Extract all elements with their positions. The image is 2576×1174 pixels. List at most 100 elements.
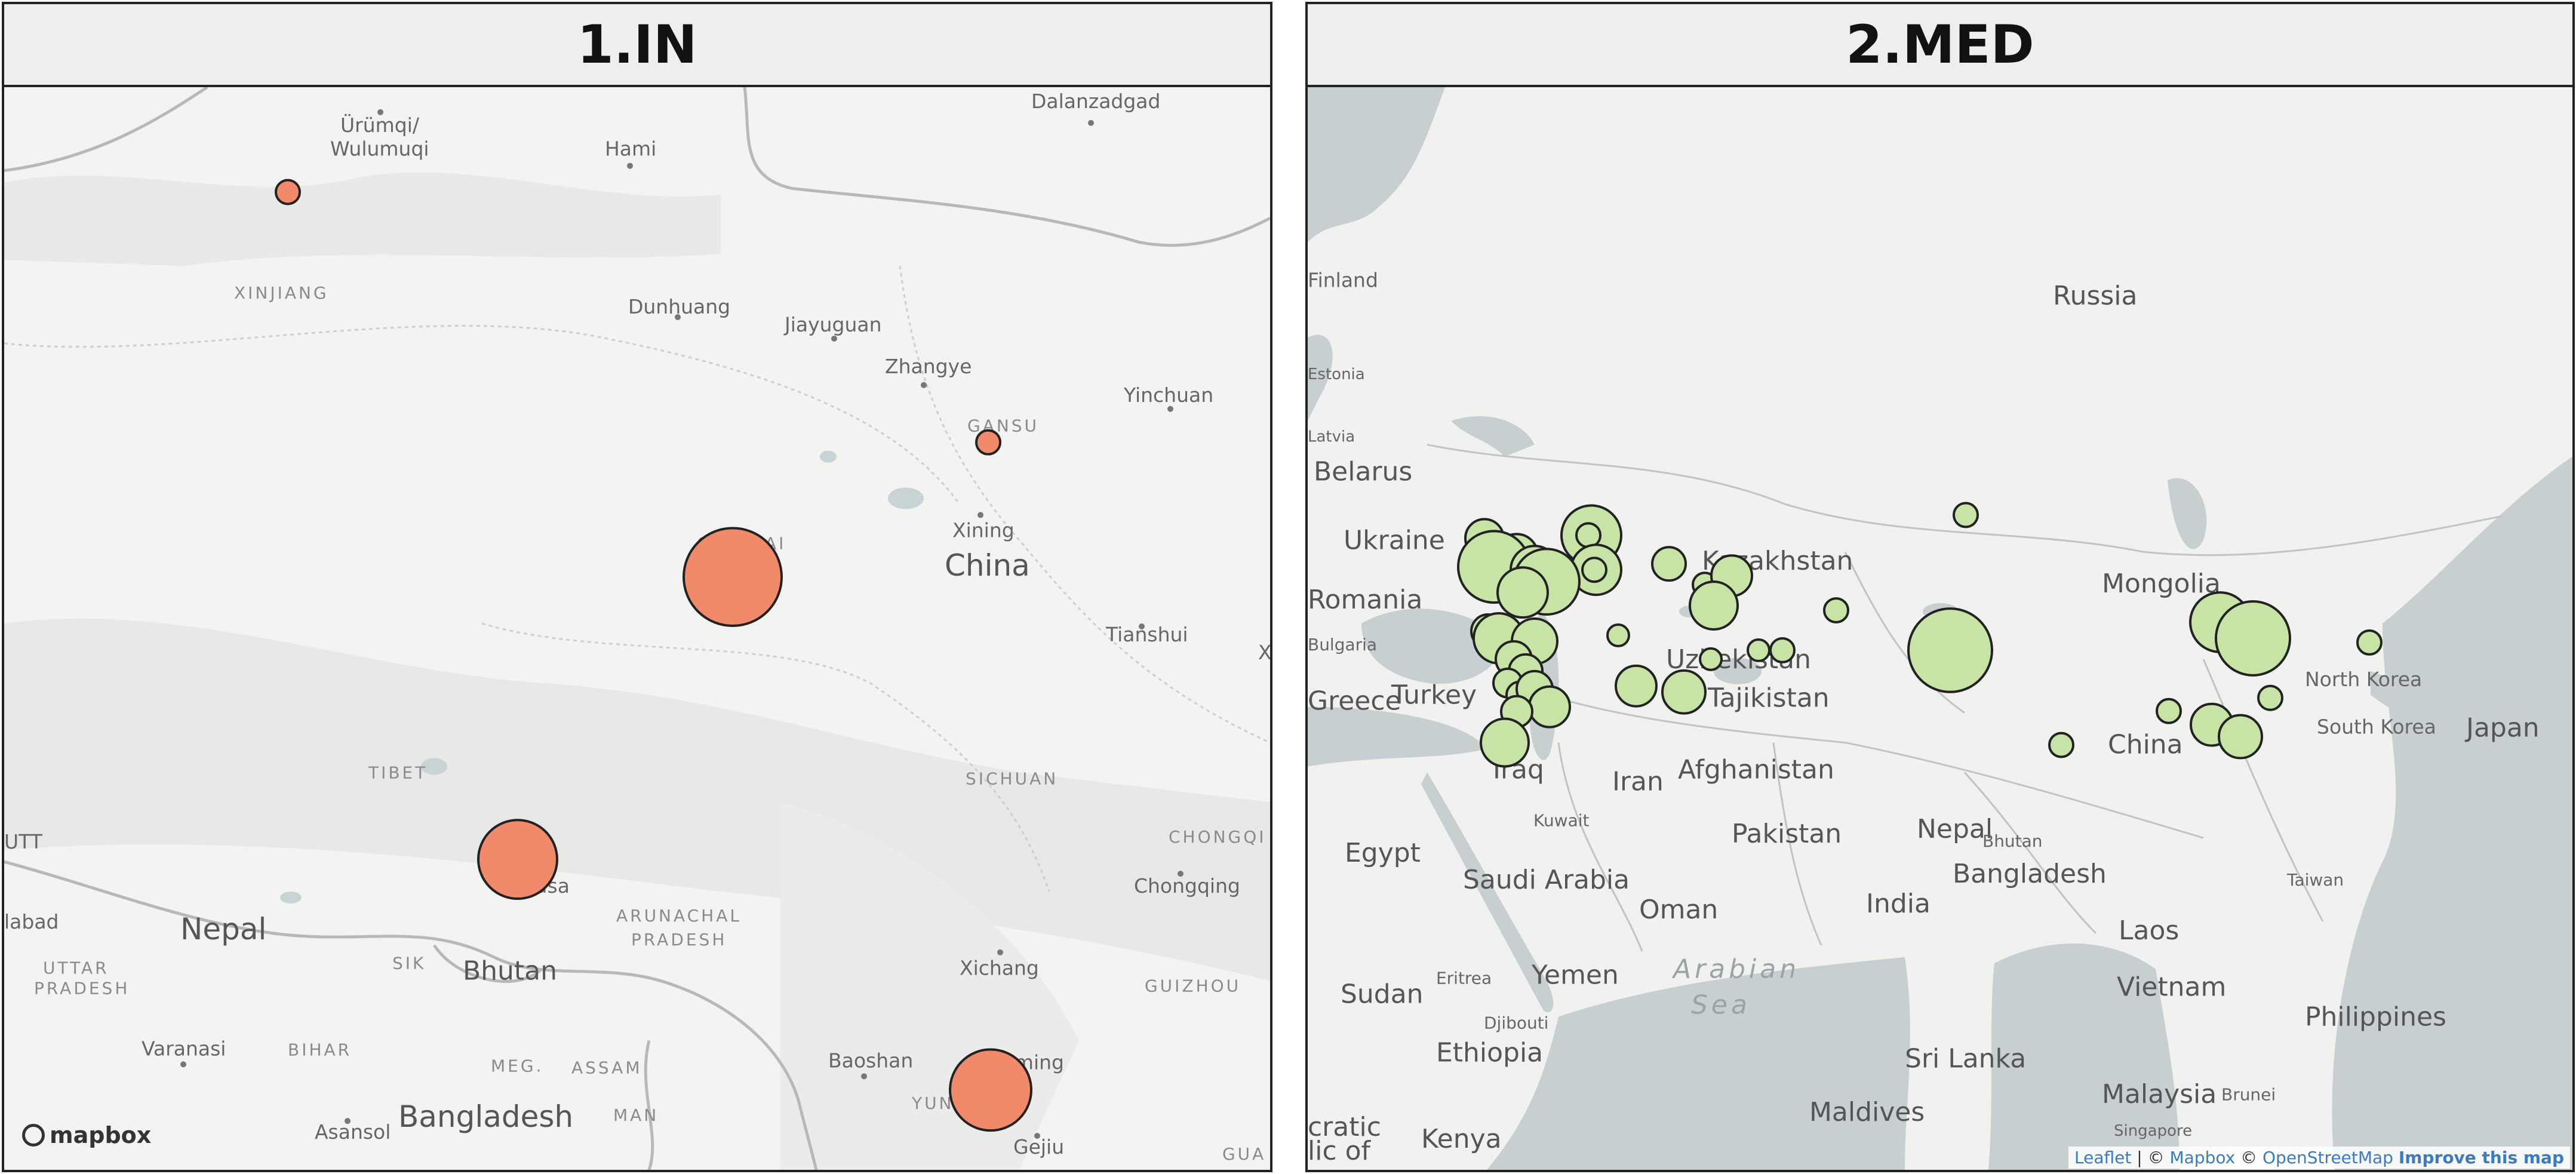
improve-map-link[interactable]: Improve this map — [2398, 1148, 2564, 1167]
svg-text:Gejiu: Gejiu — [1013, 1135, 1064, 1158]
map-canvas[interactable]: Russia Finland Estonia Latvia Belarus Uk… — [1308, 87, 2572, 1170]
svg-text:Nepal: Nepal — [180, 912, 266, 946]
mapbox-link[interactable]: Mapbox — [2169, 1148, 2236, 1167]
xinjiang-marker — [275, 179, 301, 205]
marker — [1528, 685, 1571, 729]
svg-text:X: X — [1258, 641, 1270, 664]
svg-text:Turkey: Turkey — [1391, 680, 1477, 711]
svg-text:Bangladesh: Bangladesh — [1953, 859, 2107, 889]
map-panel-in: 1.IN Ürümqi/ Wulumuqi Ha — [2, 2, 1272, 1172]
svg-text:MAN: MAN — [613, 1105, 659, 1125]
marker — [2257, 684, 2283, 711]
svg-text:PRADESH: PRADESH — [34, 979, 130, 998]
svg-text:cratic: cratic — [1308, 1112, 1381, 1142]
svg-text:Singapore: Singapore — [2114, 1122, 2192, 1140]
svg-text:Ürümqi/: Ürümqi/ — [340, 113, 420, 137]
map-attribution: Leaflet | © Mapbox © OpenStreetMap Impro… — [2068, 1147, 2570, 1169]
svg-text:Malaysia: Malaysia — [2102, 1079, 2217, 1110]
osm-link[interactable]: OpenStreetMap — [2263, 1148, 2393, 1167]
svg-text:Sea: Sea — [1691, 990, 1751, 1021]
marker — [1953, 502, 1979, 528]
svg-text:BIHAR: BIHAR — [288, 1040, 352, 1059]
marker-layer[interactable] — [275, 179, 1032, 1132]
svg-text:UTT: UTT — [4, 830, 43, 853]
kunming-marker — [949, 1048, 1032, 1132]
svg-text:Russia: Russia — [2053, 281, 2137, 311]
svg-text:TIBET: TIBET — [368, 763, 428, 782]
svg-text:ARUNACHAL: ARUNACHAL — [616, 906, 742, 926]
svg-text:Laos: Laos — [2119, 915, 2179, 946]
marker — [2356, 629, 2383, 656]
svg-text:ASSAM: ASSAM — [571, 1058, 642, 1077]
mapbox-logo[interactable]: mapbox — [22, 1122, 151, 1148]
svg-text:Afghanistan: Afghanistan — [1678, 754, 1834, 785]
svg-text:Hami: Hami — [605, 137, 656, 161]
svg-text:Zhangye: Zhangye — [885, 355, 972, 378]
svg-text:SIK: SIK — [392, 954, 426, 973]
panel-title: 1.IN — [577, 14, 697, 75]
svg-text:China: China — [945, 548, 1030, 583]
svg-text:Nepal: Nepal — [1917, 814, 1993, 844]
leaflet-link[interactable]: Leaflet — [2074, 1148, 2132, 1167]
svg-text:Oman: Oman — [1639, 895, 1718, 925]
svg-text:Arabian: Arabian — [1671, 954, 1800, 985]
marker — [1661, 669, 1707, 715]
marker — [1689, 580, 1739, 631]
svg-text:Bhutan: Bhutan — [463, 956, 557, 986]
marker — [2048, 732, 2074, 758]
svg-text:Yemen: Yemen — [1531, 960, 1619, 991]
svg-text:labad: labad — [4, 910, 59, 933]
svg-text:Philippines: Philippines — [2305, 1002, 2446, 1032]
svg-text:Taiwan: Taiwan — [2286, 870, 2344, 890]
svg-text:Wulumuqi: Wulumuqi — [330, 137, 429, 161]
svg-text:Sri Lanka: Sri Lanka — [1905, 1043, 2026, 1074]
qinghai-marker — [683, 527, 783, 628]
svg-text:Yinchuan: Yinchuan — [1123, 383, 1213, 407]
svg-text:CHONGQI: CHONGQI — [1169, 827, 1267, 847]
marker — [1496, 566, 1549, 619]
lhasa-marker — [477, 819, 558, 900]
svg-text:Asansol: Asansol — [315, 1120, 391, 1144]
marker — [1606, 623, 1630, 647]
svg-text:Egypt: Egypt — [1345, 838, 1421, 868]
svg-text:Greece: Greece — [1308, 686, 1401, 717]
marker — [2218, 714, 2263, 760]
svg-text:Latvia: Latvia — [1308, 428, 1355, 446]
svg-text:Tianshui: Tianshui — [1105, 623, 1188, 646]
svg-text:Ukraine: Ukraine — [1344, 525, 1445, 555]
svg-text:Kuwait: Kuwait — [1533, 810, 1590, 830]
svg-text:Xichang: Xichang — [960, 957, 1039, 980]
marker — [1651, 546, 1687, 582]
marker — [2215, 600, 2291, 677]
panel-header: 1.IN — [4, 4, 1270, 87]
svg-text:China: China — [2108, 730, 2183, 760]
marker-layer[interactable] — [1457, 502, 2383, 768]
svg-text:UTTAR: UTTAR — [43, 958, 109, 978]
svg-text:Ethiopia: Ethiopia — [1436, 1037, 1543, 1068]
marker — [1615, 664, 1658, 708]
svg-text:SICHUAN: SICHUAN — [966, 769, 1058, 788]
svg-text:Varanasi: Varanasi — [142, 1037, 226, 1060]
svg-text:GUIZHOU: GUIZHOU — [1145, 976, 1241, 996]
svg-text:Saudi Arabia: Saudi Arabia — [1463, 865, 1630, 895]
svg-text:Vietnam: Vietnam — [2117, 972, 2226, 1003]
marker — [1907, 607, 1993, 693]
svg-text:GUA: GUA — [1222, 1144, 1266, 1164]
map-canvas[interactable]: Ürümqi/ Wulumuqi Hami Dalanzadgad XINJIA… — [4, 87, 1270, 1170]
svg-text:South Korea: South Korea — [2317, 715, 2436, 739]
map-svg-in: Ürümqi/ Wulumuqi Hami Dalanzadgad XINJIA… — [4, 87, 1270, 1170]
svg-text:Baoshan: Baoshan — [828, 1049, 913, 1072]
marker — [1823, 597, 1849, 624]
svg-text:Dunhuang: Dunhuang — [628, 295, 730, 318]
marker — [1699, 647, 1723, 671]
svg-text:Mongolia: Mongolia — [2102, 568, 2221, 599]
svg-text:Bulgaria: Bulgaria — [1308, 635, 1377, 654]
marker — [2156, 697, 2182, 724]
svg-text:Xining: Xining — [952, 518, 1015, 542]
panel-header: 2.MED — [1308, 4, 2572, 87]
gansu-marker — [975, 429, 1001, 456]
svg-text:Pakistan: Pakistan — [1732, 819, 1842, 849]
marker — [1480, 717, 1530, 768]
svg-text:Kenya: Kenya — [1421, 1124, 1502, 1154]
svg-text:India: India — [1866, 889, 1931, 919]
